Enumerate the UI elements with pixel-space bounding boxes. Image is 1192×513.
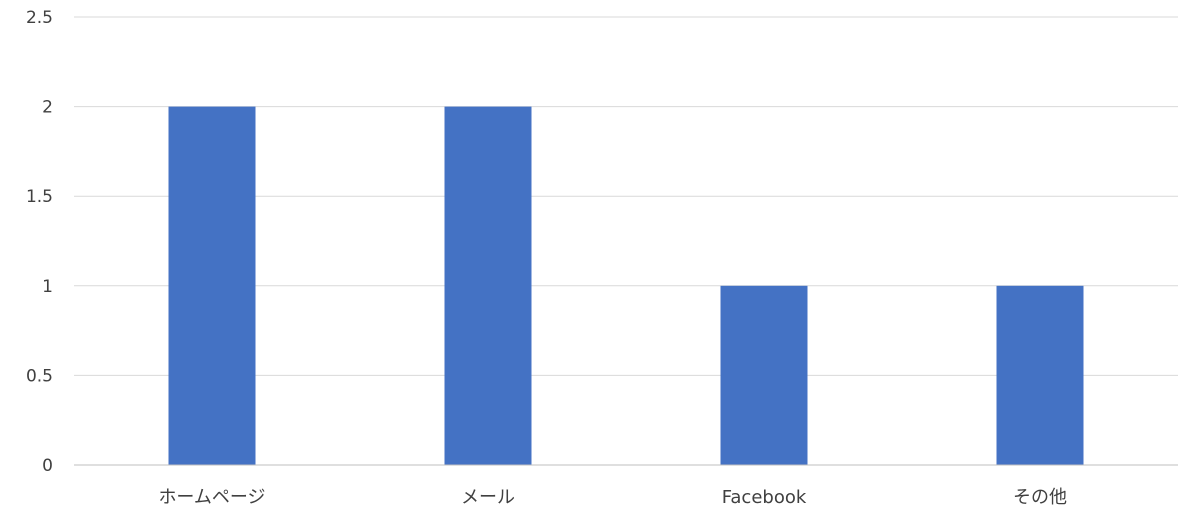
x-category-label: Facebook: [722, 487, 807, 508]
y-tick-label: 2: [42, 98, 53, 118]
bar-1: [444, 106, 532, 465]
x-category-label: その他: [1013, 487, 1067, 508]
y-axis-tick-labels: 0 0.5 1 1.5 2 2.5: [26, 8, 53, 476]
x-category-label: ホームページ: [158, 487, 265, 508]
x-category-label: メール: [461, 487, 515, 508]
y-tick-label: 1: [42, 277, 53, 297]
bar-2: [720, 285, 808, 465]
gridlines: [74, 16, 1178, 376]
bars: [168, 106, 1084, 465]
y-tick-label: 0: [42, 456, 53, 476]
y-tick-label: 0.5: [26, 366, 53, 386]
x-axis-category-labels: ホームページ メール Facebook その他: [158, 487, 1067, 508]
y-tick-label: 2.5: [26, 8, 53, 28]
y-tick-label: 1.5: [26, 187, 53, 207]
bar-3: [996, 285, 1084, 465]
bar-0: [168, 106, 256, 465]
